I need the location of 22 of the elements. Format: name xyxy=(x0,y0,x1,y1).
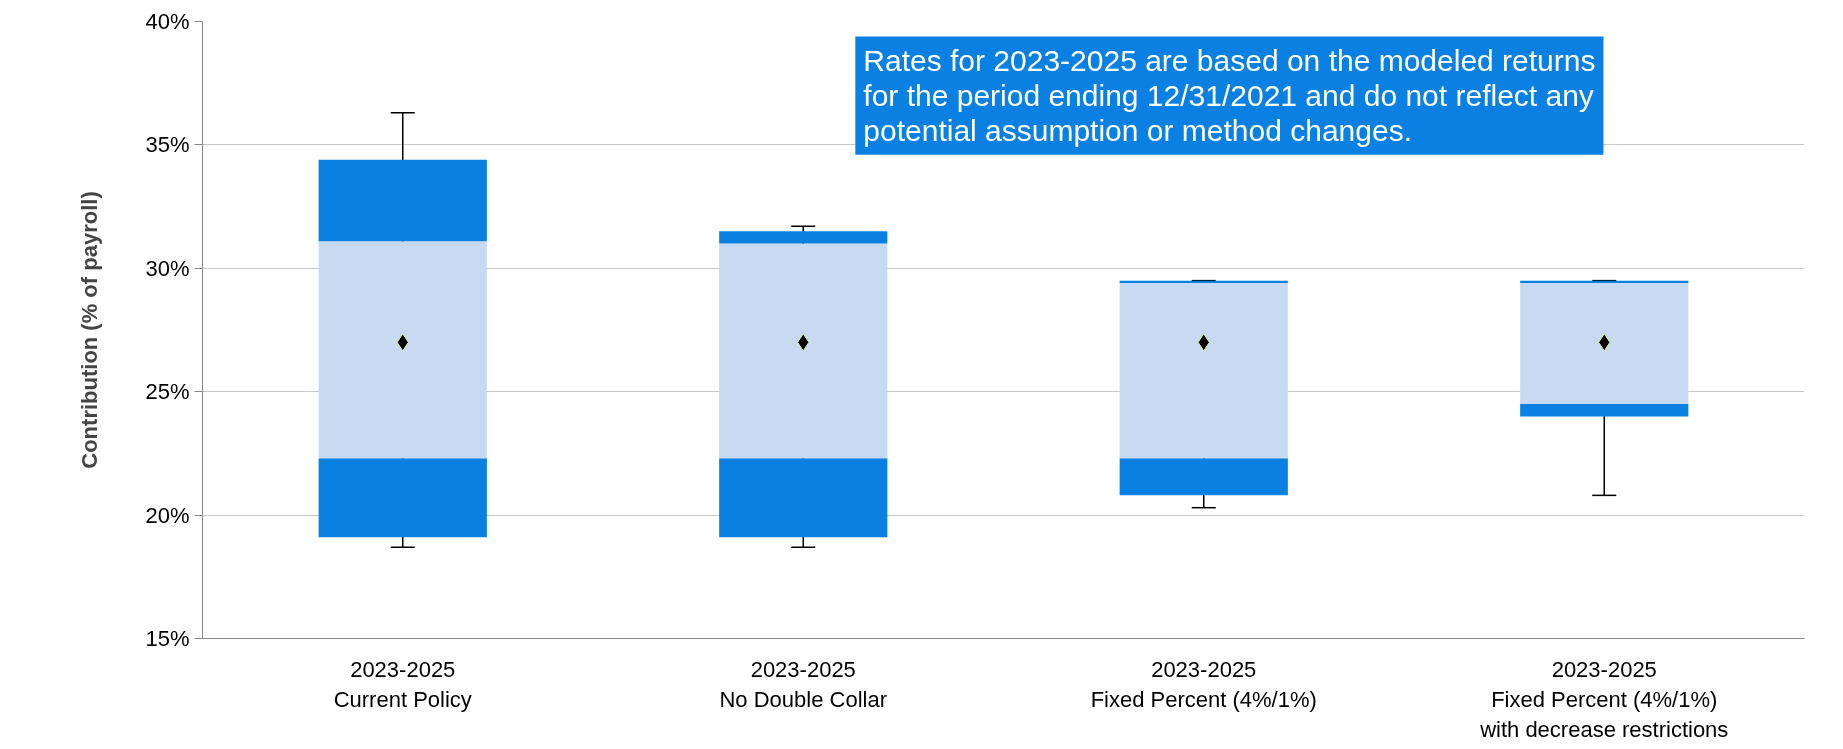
y-tick-label: 35% xyxy=(145,132,190,158)
y-axis-title: Contribution (% of payroll) xyxy=(77,191,103,469)
x-tick-label: 2023-2025 Current Policy xyxy=(333,656,472,712)
x-tick-label: 2023-2025 Fixed Percent (4%/1%) xyxy=(1090,656,1317,712)
bar xyxy=(318,458,487,538)
x-tick-label: 2023-2025 No Double Collar xyxy=(719,656,888,712)
bar xyxy=(1520,404,1689,417)
y-tick-label: 15% xyxy=(145,626,190,651)
bar xyxy=(1520,283,1689,405)
annotation: Rates for 2023-2025 are based on the modeled returns for the period ending 12/31/2021 and do not reflect any potential assumption or method changes. xyxy=(863,44,1596,147)
y-tick-label: 30% xyxy=(145,255,190,281)
bar xyxy=(318,241,487,459)
bar xyxy=(719,231,888,244)
bar xyxy=(1119,283,1288,459)
y-tick-label: 40% xyxy=(145,9,190,34)
bar xyxy=(318,159,487,242)
y-tick-label: 25% xyxy=(145,379,190,405)
bar xyxy=(719,458,888,538)
bar xyxy=(1119,458,1288,496)
y-tick-label: 20% xyxy=(145,502,190,528)
x-tick-label: 2023-2025 Fixed Percent (4%/1%) with decrease restrictions xyxy=(1479,656,1729,742)
bar xyxy=(719,243,888,459)
